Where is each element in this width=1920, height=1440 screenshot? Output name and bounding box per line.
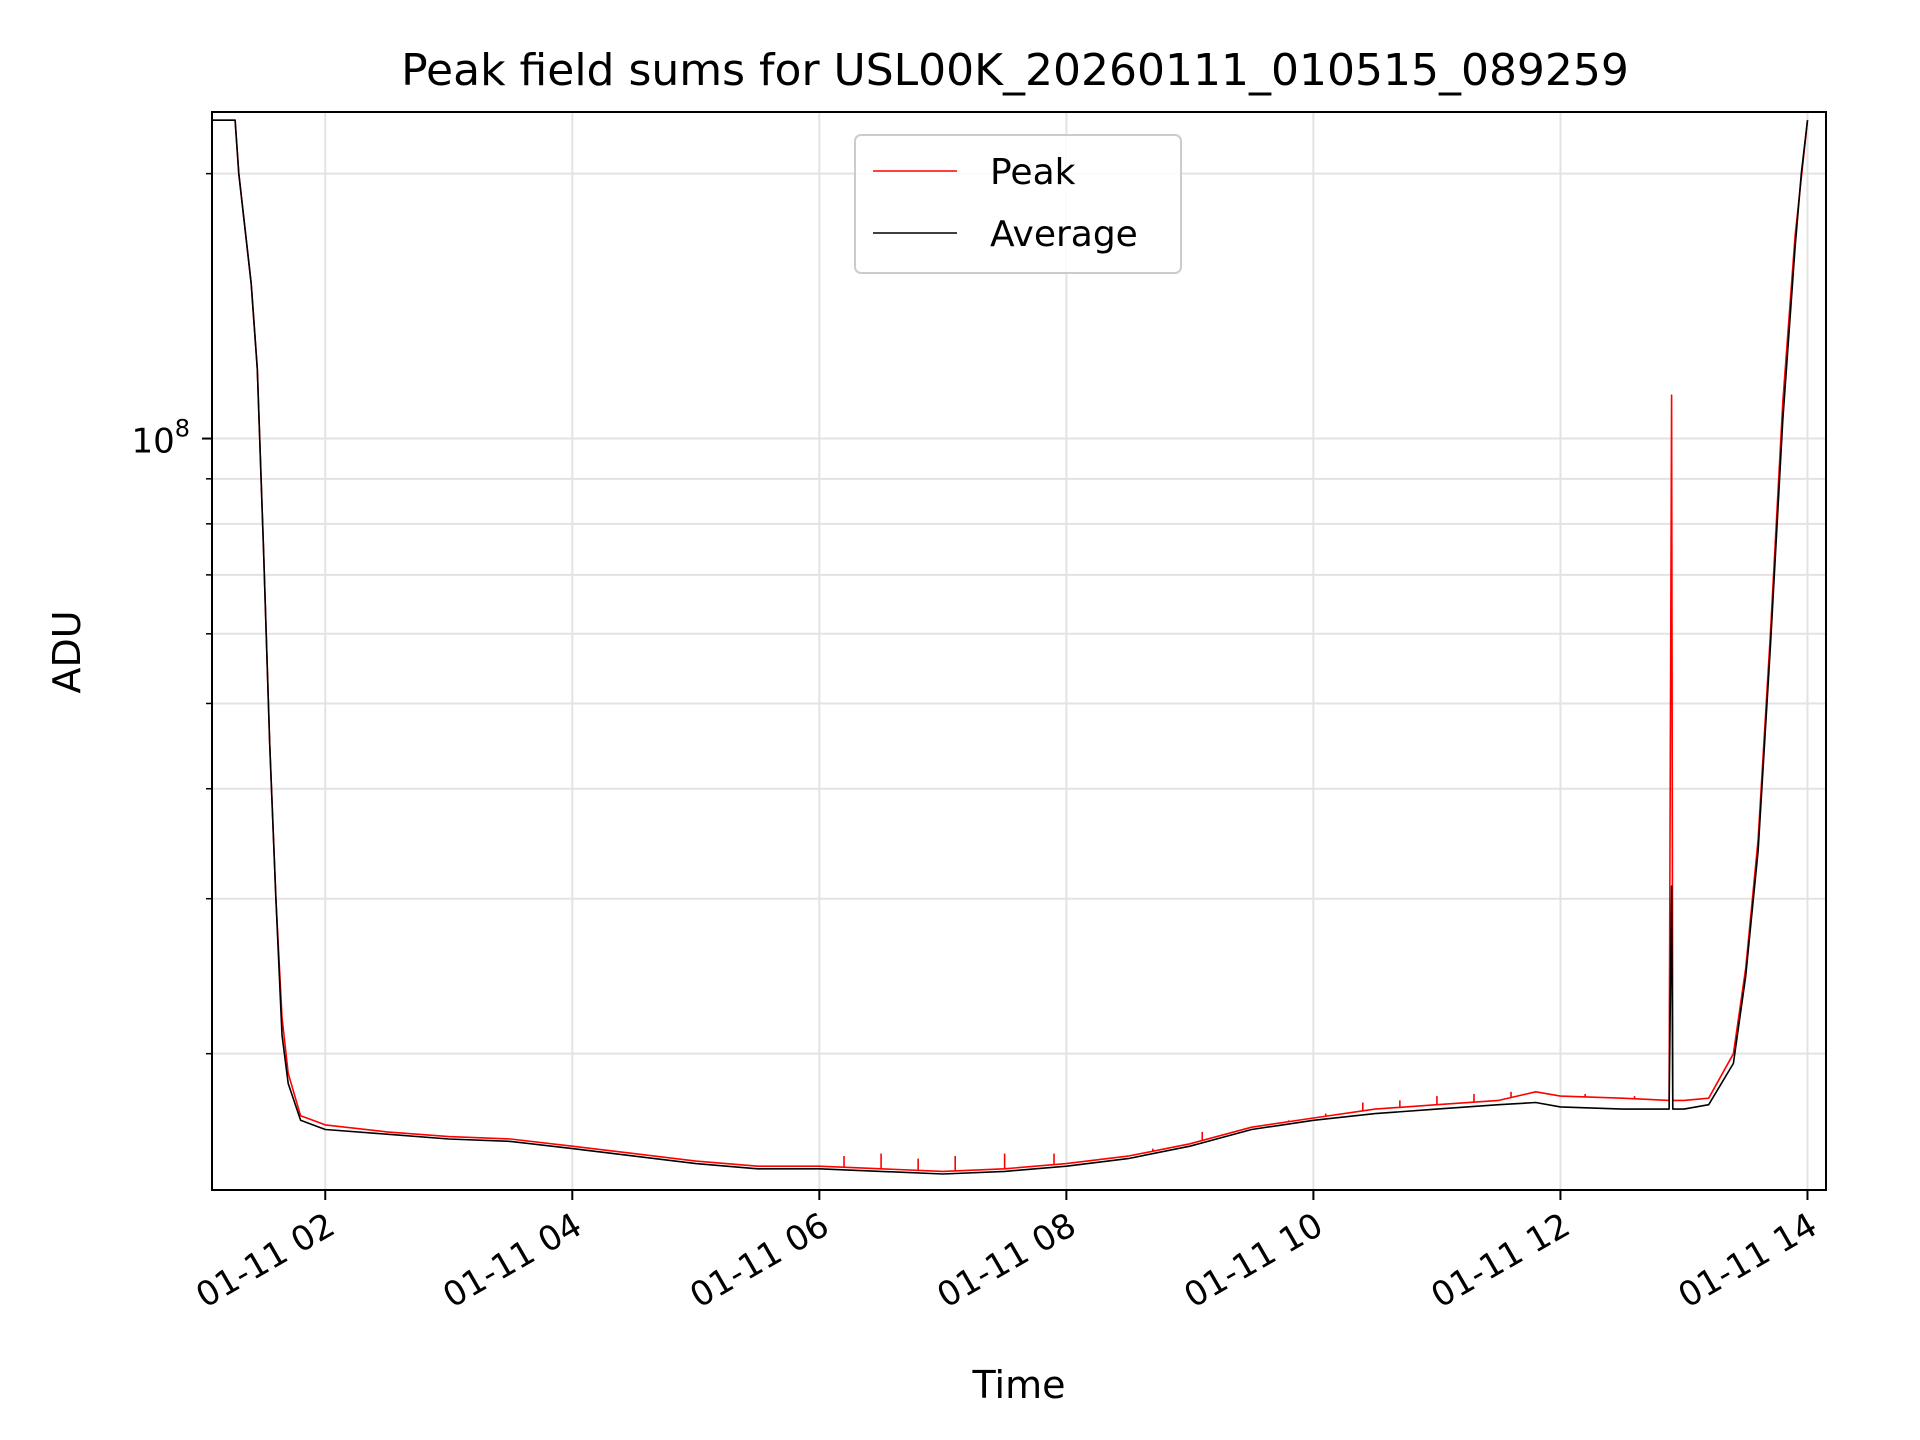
series-layer — [212, 119, 1809, 1175]
y-tick-label: 108 — [131, 415, 190, 462]
chart-title: Peak field sums for USL00K_20260111_0105… — [401, 45, 1629, 96]
legend-average-label: Average — [990, 214, 1138, 255]
legend-box — [854, 134, 1182, 274]
grid — [212, 112, 1826, 1190]
x-axis-label: Time — [972, 1363, 1066, 1407]
y-axis: 108 — [131, 172, 212, 1055]
plot-frame — [211, 111, 1827, 1191]
series-line-average — [212, 119, 1809, 1175]
y-axis-label: ADU — [45, 610, 89, 693]
legend-peak-label: Peak — [990, 152, 1076, 193]
legend: Peak Average — [854, 134, 1182, 274]
